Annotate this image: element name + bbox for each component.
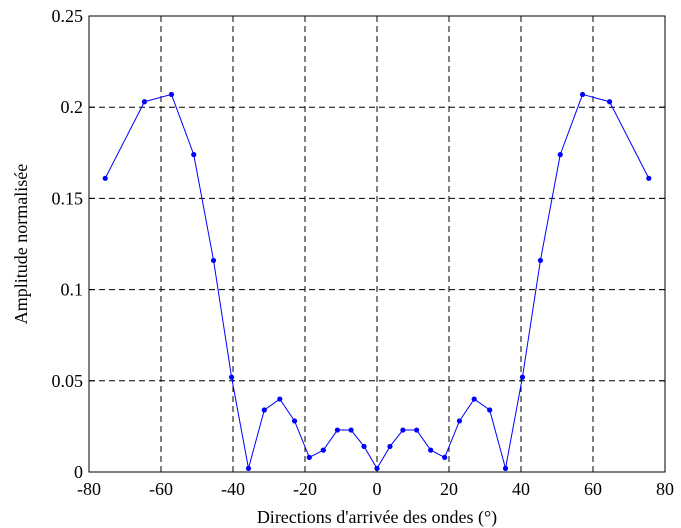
data-point <box>487 407 493 413</box>
data-point <box>428 447 434 453</box>
data-point <box>456 418 463 424</box>
y-tick-label: 0.25 <box>52 6 84 26</box>
data-point <box>320 447 326 453</box>
data-point <box>606 99 613 105</box>
data-point <box>414 427 420 433</box>
data-point <box>191 152 197 158</box>
data-point <box>557 152 563 158</box>
x-tick-label: -60 <box>149 479 173 499</box>
grid-lines <box>89 16 665 472</box>
y-tick-label: 0.2 <box>61 97 84 117</box>
data-point <box>374 465 380 471</box>
data-point <box>334 427 340 433</box>
x-axis-label: Directions d'arrivée des ondes (°) <box>257 507 497 528</box>
data-point <box>210 257 217 264</box>
data-point <box>579 91 586 98</box>
y-tick-label: 0 <box>74 462 83 482</box>
data-point <box>141 99 148 105</box>
data-point <box>102 175 108 181</box>
data-point <box>519 374 526 380</box>
plot-background <box>89 16 665 472</box>
x-tick-label: -20 <box>293 479 317 499</box>
x-tick-labels: -80 -60 -40 -20 0 20 40 60 80 <box>77 479 674 499</box>
y-tick-label: 0.1 <box>61 280 84 300</box>
data-point <box>442 454 448 461</box>
x-tick-label: 20 <box>440 479 458 499</box>
data-point <box>537 257 544 264</box>
x-tick-label: 0 <box>373 479 382 499</box>
data-point <box>306 454 312 461</box>
data-point <box>471 396 477 402</box>
data-point <box>400 427 406 433</box>
data-point <box>261 407 267 413</box>
y-axis-label: Amplitude normalisée <box>11 164 31 324</box>
x-tick-label: -80 <box>77 479 101 499</box>
data-point <box>245 465 252 471</box>
data-point <box>361 443 367 450</box>
data-point <box>228 374 235 380</box>
data-point <box>291 418 298 424</box>
series-layer <box>102 91 652 471</box>
x-tick-label: 60 <box>584 479 602 499</box>
data-point <box>387 443 393 450</box>
y-tick-labels: 0 0.05 0.1 0.15 0.2 0.25 <box>52 6 84 482</box>
x-tick-label: 80 <box>656 479 674 499</box>
data-point <box>502 465 509 471</box>
x-tick-label: 40 <box>512 479 530 499</box>
y-tick-label: 0.05 <box>52 371 84 391</box>
data-point <box>277 396 283 402</box>
data-point <box>348 427 354 433</box>
y-tick-label: 0.15 <box>52 188 84 208</box>
x-tick-label: -40 <box>221 479 245 499</box>
data-point <box>646 175 652 181</box>
data-point <box>168 91 175 98</box>
